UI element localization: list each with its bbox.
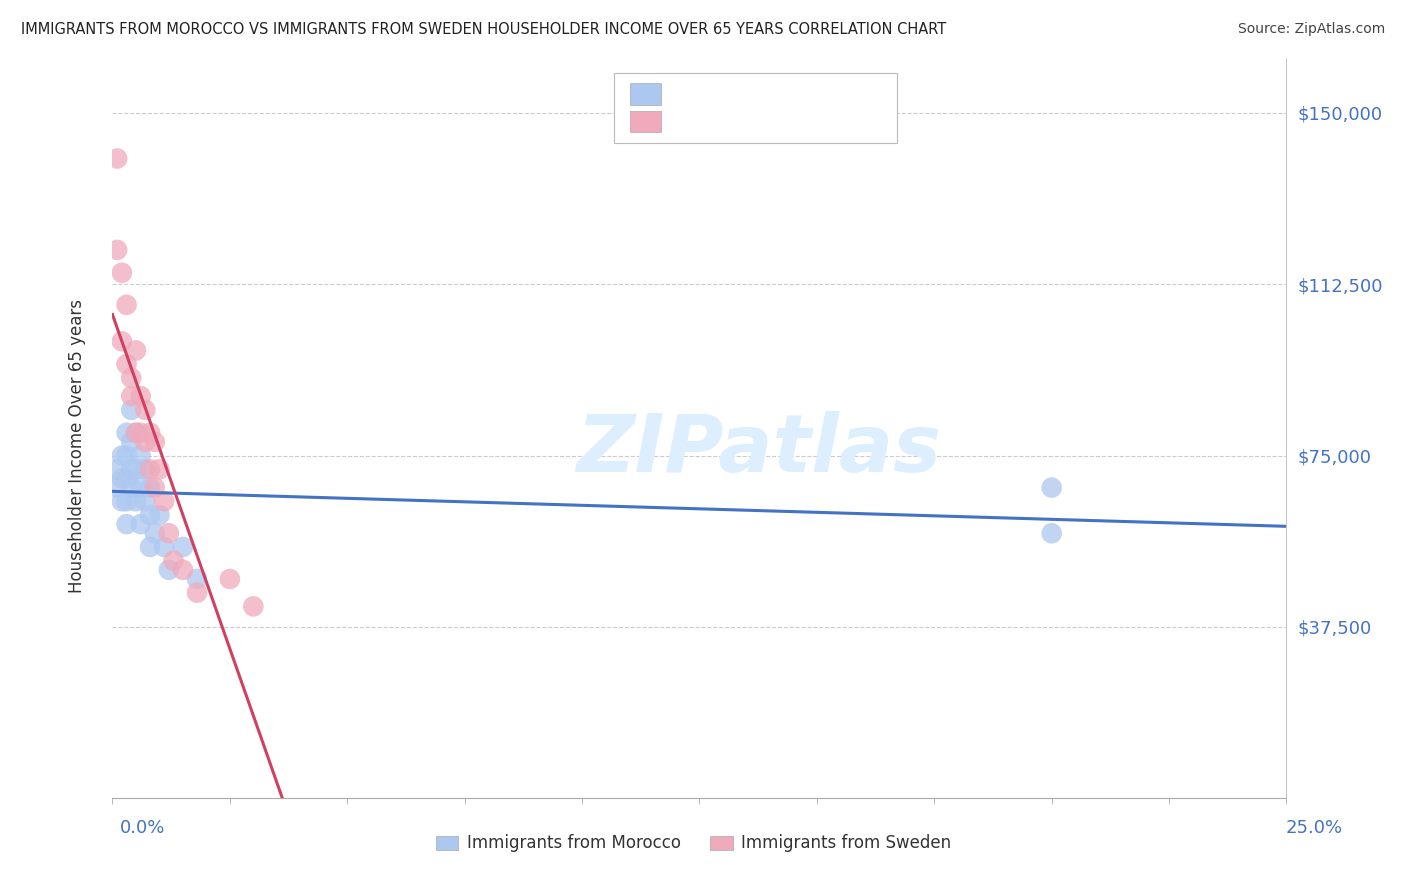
Point [139,462,162,476]
Point [157,563,180,577]
Point [115,357,138,371]
Point [219,572,242,586]
Point [115,494,138,508]
Point [120,389,142,403]
Point [134,494,156,508]
Text: 0.0%: 0.0% [120,819,165,837]
Point [129,481,152,495]
Point [242,599,264,614]
Point [153,540,176,554]
Point [143,434,166,449]
Point [1040,526,1063,541]
Point [125,494,148,508]
Point [129,449,152,463]
Point [186,585,208,599]
Point [120,434,142,449]
Text: ZIPatlas: ZIPatlas [575,411,941,490]
Text: Source: ZipAtlas.com: Source: ZipAtlas.com [1237,22,1385,37]
Point [115,298,138,312]
Point [134,462,156,476]
Point [143,481,166,495]
Point [115,449,138,463]
Point [111,449,134,463]
Point [172,540,194,554]
Point [105,481,128,495]
Point [148,508,170,522]
Text: R = -0.109   N = 33: R = -0.109 N = 33 [672,87,849,105]
Text: R = -0.249   N = 26: R = -0.249 N = 26 [672,115,849,133]
Point [105,152,128,166]
Point [125,425,148,440]
Point [111,494,134,508]
Point [120,462,142,476]
Text: IMMIGRANTS FROM MOROCCO VS IMMIGRANTS FROM SWEDEN HOUSEHOLDER INCOME OVER 65 YEA: IMMIGRANTS FROM MOROCCO VS IMMIGRANTS FR… [21,22,946,37]
Point [129,389,152,403]
Point [139,425,162,440]
Point [157,526,180,541]
Point [105,243,128,257]
Point [125,462,148,476]
Point [153,494,176,508]
Point [148,462,170,476]
Point [125,425,148,440]
Point [162,554,184,568]
Point [129,425,152,440]
Point [139,540,162,554]
Point [111,266,134,280]
Point [120,481,142,495]
Point [129,517,152,532]
Text: Immigrants from Morocco: Immigrants from Morocco [467,834,681,852]
Point [139,508,162,522]
Point [111,471,134,485]
Point [105,462,128,476]
Text: 25.0%: 25.0% [1285,819,1343,837]
Point [134,434,156,449]
Point [139,481,162,495]
Point [111,334,134,349]
Point [172,563,194,577]
Point [115,517,138,532]
Point [134,403,156,417]
Point [186,572,208,586]
Point [115,425,138,440]
Text: Immigrants from Sweden: Immigrants from Sweden [741,834,950,852]
Point [1040,481,1063,495]
Point [120,371,142,385]
Point [120,403,142,417]
Point [115,471,138,485]
Point [125,343,148,358]
Point [143,526,166,541]
Text: Householder Income Over 65 years: Householder Income Over 65 years [69,299,86,593]
